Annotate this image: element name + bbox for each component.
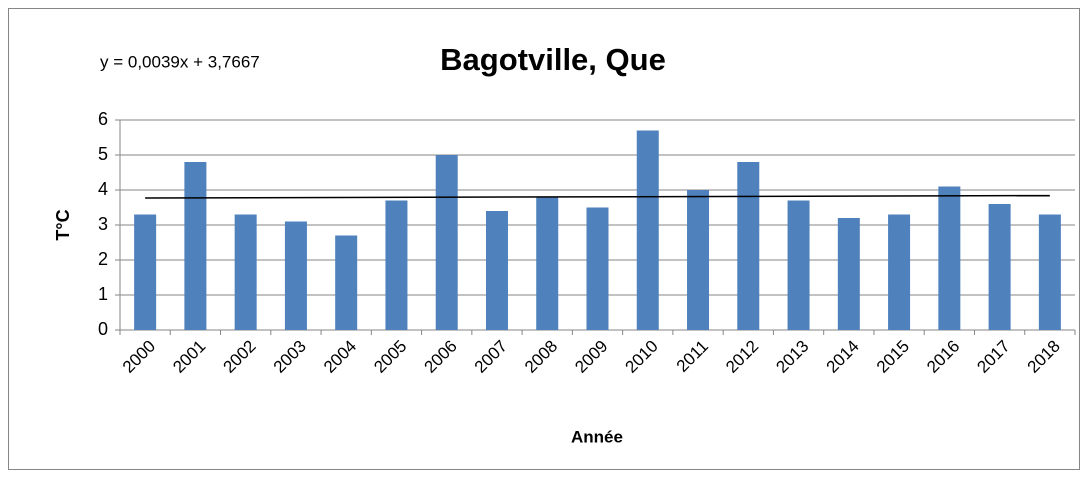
trendline-equation: y = 0,0039x + 3,7667 bbox=[100, 52, 260, 71]
bar bbox=[988, 204, 1011, 330]
bar bbox=[687, 190, 710, 330]
bar bbox=[184, 162, 207, 330]
bar bbox=[837, 218, 860, 330]
bar bbox=[737, 162, 760, 330]
bar bbox=[586, 207, 609, 330]
bar bbox=[536, 197, 559, 330]
y-tick-label: 3 bbox=[98, 214, 108, 234]
bar bbox=[485, 211, 508, 330]
bar bbox=[134, 214, 157, 330]
bar bbox=[385, 200, 408, 330]
bar bbox=[1038, 214, 1061, 330]
bar bbox=[435, 155, 458, 330]
bar bbox=[787, 200, 810, 330]
y-tick-label: 6 bbox=[98, 109, 108, 129]
trendline bbox=[145, 194, 1050, 199]
bar bbox=[234, 214, 257, 330]
chart-title: Bagotville, Que bbox=[440, 42, 666, 77]
bar bbox=[938, 186, 961, 330]
bar bbox=[335, 235, 358, 330]
bar bbox=[888, 214, 911, 330]
bar bbox=[636, 130, 659, 330]
bar bbox=[284, 221, 307, 330]
y-tick-label: 5 bbox=[98, 144, 108, 164]
y-tick-label: 2 bbox=[98, 249, 108, 269]
y-tick-label: 4 bbox=[98, 179, 108, 199]
x-axis-label: Année bbox=[571, 427, 623, 446]
y-tick-label: 1 bbox=[98, 284, 108, 304]
y-axis-label: T°C bbox=[53, 209, 73, 240]
y-tick-label: 0 bbox=[98, 319, 108, 339]
